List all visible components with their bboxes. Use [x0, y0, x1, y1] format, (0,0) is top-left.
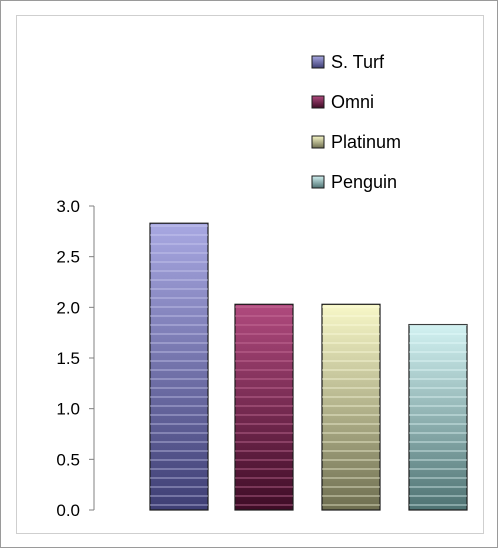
y-tick-label: 0.0: [56, 501, 80, 520]
legend-swatch: [311, 175, 325, 189]
legend-item: S. Turf: [311, 52, 385, 72]
legend-swatch: [311, 135, 325, 149]
bar-banding: [409, 324, 467, 510]
legend-item: Omni: [311, 92, 374, 112]
y-tick-label: 1.5: [56, 349, 80, 368]
legend-item: Penguin: [311, 172, 397, 192]
legend-swatch: [311, 55, 325, 69]
legend-swatch: [311, 95, 325, 109]
bar-banding: [150, 223, 208, 510]
legend-label: S. Turf: [331, 52, 385, 72]
bar-banding: [235, 304, 293, 510]
y-tick-label: 3.0: [56, 197, 80, 216]
legend-label: Penguin: [331, 172, 397, 192]
bar-platinum: [321, 303, 381, 511]
y-tick-label: 2.5: [56, 248, 80, 267]
bars: [149, 222, 468, 511]
legend-item: Platinum: [311, 132, 401, 152]
y-tick-label: 2.0: [56, 298, 80, 317]
bar-omni: [234, 303, 294, 511]
legend-label: Omni: [331, 92, 374, 112]
legend-label: Platinum: [331, 132, 401, 152]
y-tick-label: 0.5: [56, 450, 80, 469]
bar-s-turf: [149, 222, 209, 511]
y-axis: 0.0 0.5 1.0 1.5 2.0 2.5 3.0: [56, 197, 95, 520]
legend: S. Turf Omni Platinum Penguin: [311, 52, 401, 192]
y-tick-label: 1.0: [56, 400, 80, 419]
bar-banding: [322, 304, 380, 510]
bar-penguin: [408, 323, 468, 511]
